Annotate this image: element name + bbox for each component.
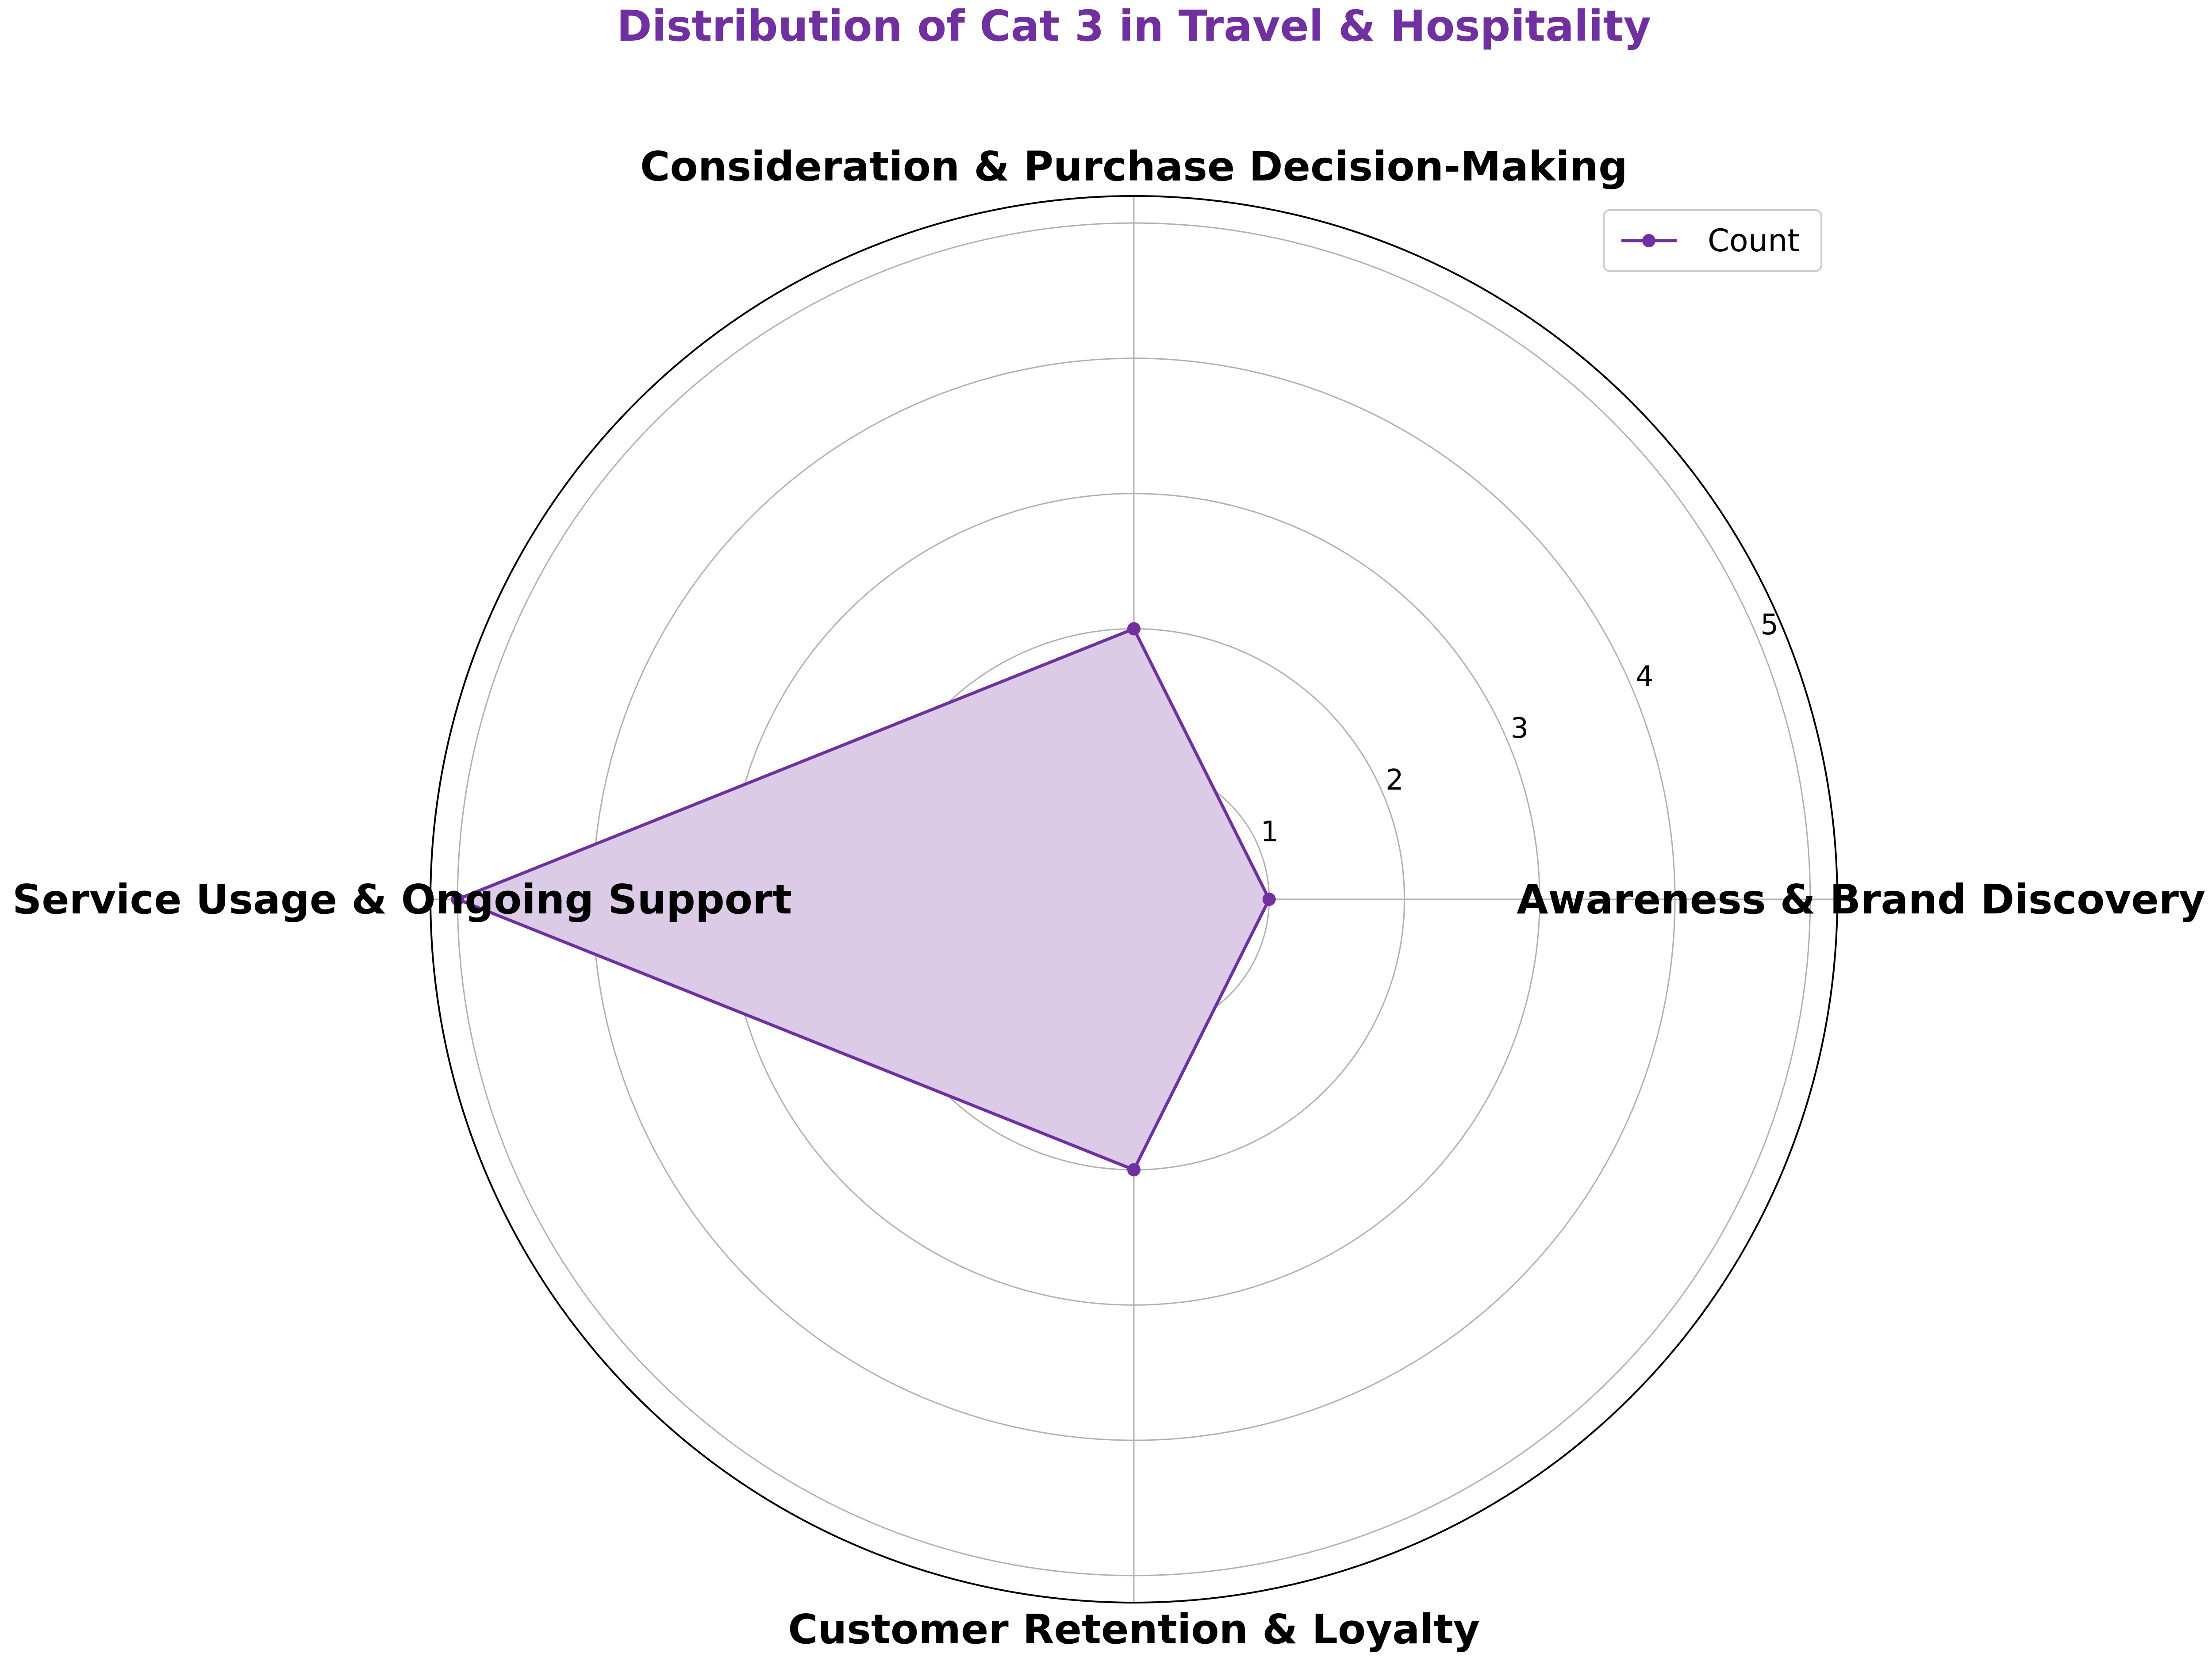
legend-point-marker	[1642, 234, 1655, 247]
radial-tick-label: 5	[1760, 609, 1778, 641]
legend-box	[1603, 209, 1822, 272]
category-label: Service Usage & Ongoing Support	[12, 876, 792, 923]
chart-title: Distribution of Cat 3 in Travel & Hospit…	[617, 1, 1651, 51]
category-label-layer: Awareness & Brand Discovery Consideration…	[12, 143, 2205, 1653]
radial-tick-label: 3	[1510, 712, 1528, 745]
radial-tick-label: 2	[1386, 764, 1404, 797]
category-label: Consideration & Purchase Decision-Making	[640, 143, 1628, 190]
series-fill-layer	[457, 629, 1269, 1170]
data-point-2	[1127, 622, 1141, 636]
radial-tick-label: 1	[1260, 816, 1279, 848]
data-point-3	[451, 893, 465, 906]
radial-tick-label: 4	[1636, 660, 1654, 693]
series-area-1	[457, 629, 1269, 1170]
data-point-4	[1127, 1163, 1141, 1177]
category-label: Customer Retention & Loyalty	[788, 1606, 1480, 1653]
polar-frame	[430, 195, 1838, 1603]
data-point-1	[1262, 893, 1276, 906]
category-label: Awareness & Brand Discovery	[1517, 876, 2205, 923]
legend: Count	[1603, 209, 1822, 272]
legend-label: Count	[1708, 222, 1800, 259]
series-line-layer	[451, 622, 1276, 1177]
radial-tick-layer: 1 2 3 4 5	[1260, 609, 1778, 848]
